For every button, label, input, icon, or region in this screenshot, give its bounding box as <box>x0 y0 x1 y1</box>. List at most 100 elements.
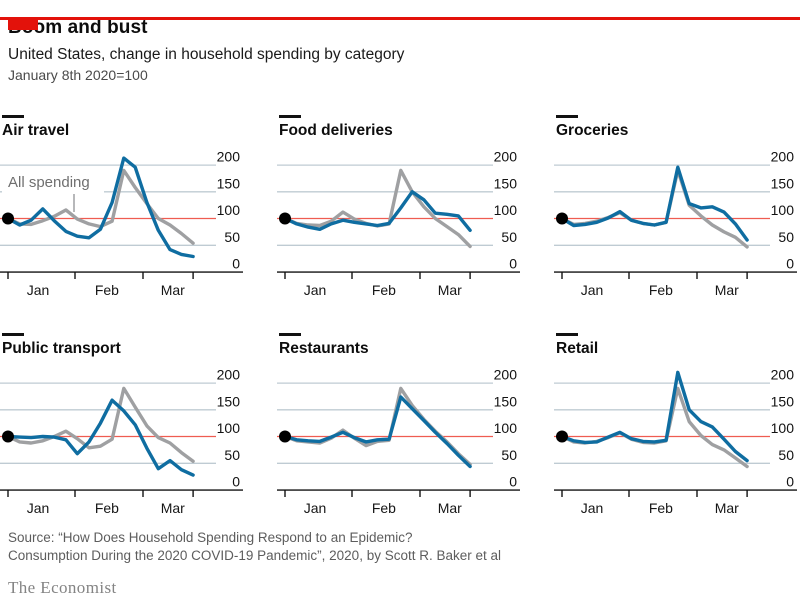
y-tick-label: 0 <box>232 256 240 272</box>
y-tick-label: 50 <box>501 447 517 463</box>
y-tick-label: 200 <box>217 367 241 383</box>
y-tick-label: 150 <box>217 175 241 191</box>
panel-marker <box>556 115 578 118</box>
panel-marker <box>2 115 24 118</box>
economist-chart-page: Boom and bust United States, change in h… <box>0 17 800 604</box>
series-line-category <box>283 395 472 469</box>
y-tick-label: 0 <box>786 256 794 272</box>
y-tick-label: 100 <box>771 202 795 218</box>
annotation-label: All spending <box>8 174 90 191</box>
panel-title-air-travel: Air travel <box>2 122 70 139</box>
y-tick-label: 150 <box>494 393 518 409</box>
y-tick-label: 150 <box>771 393 795 409</box>
plot-public-transport: 200 150 100 50 0 Jan Feb Mar <box>0 367 243 519</box>
y-tick-label: 50 <box>224 229 240 245</box>
y-tick-label: 200 <box>494 149 518 165</box>
panel-marker <box>279 115 301 118</box>
series-line-category <box>6 156 195 259</box>
y-tick-label: 50 <box>224 447 240 463</box>
y-tick-label: 0 <box>509 474 517 490</box>
panel-marker <box>556 333 578 336</box>
footer: Source: “How Does Household Spending Res… <box>8 529 792 598</box>
plot-retail: 200 150 100 50 0 Jan Feb Mar <box>554 367 797 519</box>
month-label: Mar <box>715 282 739 298</box>
source-line-2: Consumption During the 2020 COVID-19 Pan… <box>8 548 502 563</box>
start-dot <box>556 212 568 225</box>
series-line-benchmark <box>6 386 195 463</box>
y-tick-label: 100 <box>217 420 241 436</box>
charts-grid: Air travel 200 150 100 50 0 Jan Feb Mar All spen… <box>0 109 800 519</box>
y-tick-label: 100 <box>771 420 795 436</box>
panel-title-food-deliveries: Food deliveries <box>279 122 393 139</box>
month-label: Feb <box>372 500 396 516</box>
month-label: Jan <box>581 282 604 298</box>
start-dot <box>556 430 568 443</box>
month-label: Mar <box>161 500 185 516</box>
panel-title-retail: Retail <box>556 340 599 357</box>
brand-red-block <box>8 17 38 30</box>
chart-panel-groceries: Groceries 200 150 100 50 0 Jan Feb Mar <box>554 109 797 301</box>
brand-rule <box>0 17 800 20</box>
y-tick-label: 50 <box>778 447 794 463</box>
plot-groceries: 200 150 100 50 0 Jan Feb Mar <box>554 149 797 301</box>
chart-panel-restaurants: Restaurants 200 150 100 50 0 Jan Feb Mar <box>277 327 520 519</box>
series-line-benchmark <box>560 386 749 469</box>
month-label: Feb <box>95 282 119 298</box>
month-label: Jan <box>27 282 50 298</box>
month-label: Jan <box>304 282 327 298</box>
month-label: Feb <box>649 282 673 298</box>
series-line-category <box>560 165 749 242</box>
y-tick-label: 0 <box>509 256 517 272</box>
start-dot <box>2 212 14 225</box>
month-label: Feb <box>372 282 396 298</box>
series-line-category <box>283 190 472 233</box>
panel-title-public-transport: Public transport <box>2 340 121 357</box>
series-line-category <box>6 398 195 477</box>
month-label: Mar <box>438 282 462 298</box>
page-subtitle: United States, change in household spend… <box>8 46 405 63</box>
month-label: Jan <box>304 500 327 516</box>
chart-panel-retail: Retail 200 150 100 50 0 Jan Feb Mar <box>554 327 797 519</box>
y-tick-label: 0 <box>786 474 794 490</box>
y-tick-label: 50 <box>778 229 794 245</box>
month-label: Mar <box>161 282 185 298</box>
index-note: January 8th 2020=100 <box>8 67 148 83</box>
month-label: Mar <box>438 500 462 516</box>
brand-signature: The Economist <box>8 578 117 597</box>
month-label: Feb <box>649 500 673 516</box>
y-tick-label: 100 <box>494 420 518 436</box>
panel-marker <box>279 333 301 336</box>
plot-food-deliveries: 200 150 100 50 0 Jan Feb Mar <box>277 149 520 301</box>
plot-restaurants: 200 150 100 50 0 Jan Feb Mar <box>277 367 520 519</box>
y-tick-label: 0 <box>232 474 240 490</box>
y-tick-label: 200 <box>494 367 518 383</box>
panel-title-groceries: Groceries <box>556 122 629 139</box>
y-tick-label: 150 <box>494 175 518 191</box>
month-label: Mar <box>715 500 739 516</box>
y-tick-label: 150 <box>771 175 795 191</box>
series-line-category <box>560 370 749 463</box>
start-dot <box>279 430 291 443</box>
panel-marker <box>2 333 24 336</box>
y-tick-label: 100 <box>494 202 518 218</box>
start-dot <box>2 430 14 443</box>
page-title: Boom and bust <box>8 17 148 38</box>
y-tick-label: 200 <box>217 149 241 165</box>
panel-title-restaurants: Restaurants <box>279 340 369 357</box>
y-tick-label: 200 <box>771 367 795 383</box>
chart-panel-public-transport: Public transport 200 150 100 50 0 Jan Feb Mar <box>0 327 243 519</box>
y-tick-label: 150 <box>217 393 241 409</box>
y-tick-label: 200 <box>771 149 795 165</box>
annotation-mask <box>2 168 104 194</box>
start-dot <box>279 212 291 225</box>
month-label: Jan <box>581 500 604 516</box>
plot-air-travel: 200 150 100 50 0 Jan Feb Mar All spending <box>0 149 243 301</box>
month-label: Jan <box>27 500 50 516</box>
chart-panel-food-deliveries: Food deliveries 200 150 100 50 0 Jan Feb Mar <box>277 109 520 301</box>
y-tick-label: 50 <box>501 229 517 245</box>
source-line-1: Source: “How Does Household Spending Res… <box>8 530 413 545</box>
month-label: Feb <box>95 500 119 516</box>
chart-panel-air-travel: Air travel 200 150 100 50 0 Jan Feb Mar All spen… <box>0 109 243 301</box>
series-line-benchmark <box>283 386 472 467</box>
y-tick-label: 100 <box>217 202 241 218</box>
